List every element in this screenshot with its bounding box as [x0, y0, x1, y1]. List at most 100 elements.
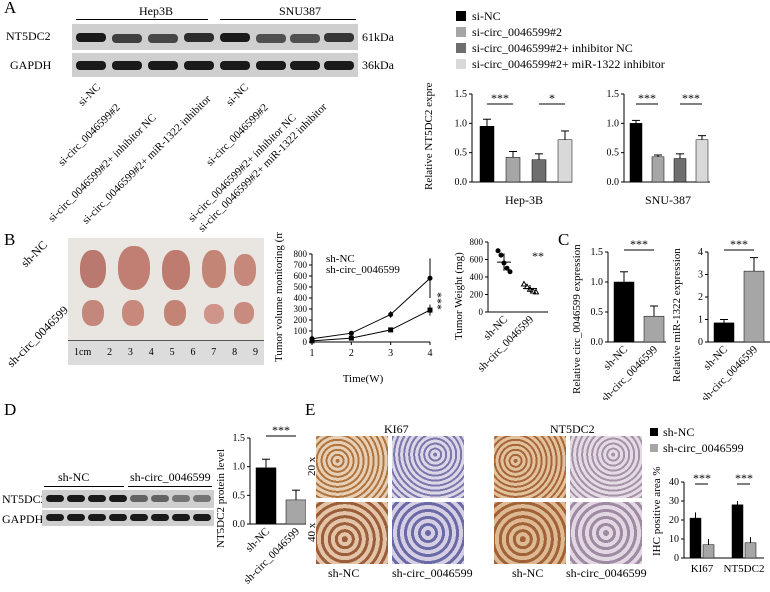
sig-label: ** — [532, 249, 544, 263]
y-tick-label: 800 — [294, 249, 308, 259]
data-point — [495, 248, 501, 254]
ihc-group-label: sh-circ_0046599 — [566, 566, 647, 580]
bar — [629, 123, 643, 183]
ylabel-weight: Tumor Weight (mg) — [453, 252, 465, 340]
x-tick-label: 2 — [349, 348, 354, 359]
lane-label: si-NC — [76, 81, 104, 109]
y-tick-label: 1.5 — [607, 89, 620, 100]
ruler-tick: 8 — [232, 347, 238, 358]
tumor — [202, 250, 226, 288]
legend-swatch — [456, 59, 466, 69]
y-tick-label: 600 — [294, 271, 308, 281]
sig-label: *** — [693, 471, 711, 485]
group-label-shcirc: sh-circ_0046599 — [130, 470, 211, 484]
y-tick-label: 0.5 — [233, 490, 246, 501]
chart-ihc: IHC positive area % 0 10 20 30 40 *** KI67 *** N… — [651, 467, 765, 576]
tumor — [118, 246, 150, 290]
y-tick-label: 800 — [470, 237, 484, 247]
ihc-ki67-shcirc-40x — [392, 502, 464, 564]
chart-snu387: 0.0 0.5 1.0 1.5 SNU-387 *** *** — [607, 89, 710, 207]
y-tick-label: 0 — [698, 337, 703, 348]
tumor-photo: 1cm 2 3 4 5 6 7 8 9 — [68, 238, 264, 365]
ihc-group-label: sh-NC — [328, 566, 360, 580]
y-tick-label: 100 — [294, 326, 308, 336]
sig-label: *** — [730, 237, 748, 251]
lane-label: si-circ_0046599#2+ miR-1322 inhibitor — [196, 101, 330, 235]
y-tick-label: 0 — [674, 553, 679, 564]
x-tick-label: KI67 — [691, 563, 714, 575]
y-tick-label: 30 — [669, 496, 679, 507]
bar — [702, 544, 715, 559]
data-point — [504, 265, 510, 271]
data-point — [348, 330, 354, 336]
ruler-tick: 7 — [211, 347, 217, 358]
y-tick-label: 0.5 — [607, 148, 620, 159]
bracket-snu387 — [220, 19, 356, 20]
sig-label: *** — [431, 292, 445, 310]
cell-line-snu387: SNU387 — [278, 4, 321, 18]
size-36kda: 36kDa — [362, 58, 394, 72]
blot-label-gapdh: GAPDH — [10, 58, 52, 72]
data-point — [309, 338, 315, 344]
ihc-group-label: sh-NC — [512, 566, 544, 580]
y-tick-label: 1.0 — [455, 118, 468, 129]
chart-a: Relative NT5DC2 expression 0.0 0.5 1.0 1.5 H… — [423, 82, 710, 207]
tumor — [234, 254, 256, 286]
data-point — [520, 280, 528, 287]
y-tick-label: 200 — [470, 290, 484, 300]
chart-mir: Relative miR-1322 expression 01234sh-NCs… — [671, 237, 770, 400]
bar — [643, 315, 665, 343]
y-tick-label: 3 — [698, 270, 703, 281]
y-tick-label: 0.5 — [591, 307, 604, 318]
ylabel-a: Relative NT5DC2 expression — [423, 82, 435, 190]
y-tick-label: 700 — [294, 260, 308, 270]
legend-a: si-NC si-circ_0046599#2 si-circ_0046599#… — [456, 8, 665, 72]
bracket-hep3b — [76, 19, 208, 20]
y-tick-label: 0 — [303, 337, 308, 347]
bar — [731, 504, 744, 559]
ihc-ki67-shcirc-20x — [392, 436, 464, 498]
panel-label-b: B — [4, 230, 16, 249]
chart-title: SNU-387 — [645, 193, 691, 207]
y-tick-label: 1.0 — [591, 277, 604, 288]
ylabel-volume: Tumor volume monitoring (mm 3 — [273, 232, 285, 362]
ylabel-mir: Relative miR-1322 expression — [671, 248, 683, 382]
ylabel-circ: Relative circ_0046599 expression — [571, 244, 583, 394]
legend-label: si-NC — [472, 8, 501, 23]
bar — [743, 270, 765, 343]
sig-label: *** — [682, 91, 700, 105]
x-tick-label: NT5DC2 — [724, 563, 765, 575]
y-tick-label: 0.0 — [233, 519, 246, 530]
ruler: 1cm 2 3 4 5 6 7 8 9 — [68, 340, 264, 365]
bar — [744, 542, 757, 559]
tumor — [164, 300, 186, 326]
bar — [689, 517, 702, 559]
data-point — [498, 252, 504, 258]
bar — [695, 139, 709, 183]
data-point — [529, 287, 537, 294]
group-label-shnc: sh-NC — [58, 470, 90, 484]
xlabel-volume: Time(W) — [343, 373, 384, 385]
ruler-tick: 6 — [190, 347, 196, 358]
lane-label: si-circ_0046599#2 — [204, 101, 271, 169]
data-point — [427, 307, 433, 313]
y-tick-label: 0 — [479, 307, 484, 317]
blot-label-nt5dc2-d: NT5DC2 — [2, 492, 47, 506]
y-tick-label: 0.0 — [607, 177, 620, 188]
y-tick-label: 1.0 — [233, 462, 246, 473]
lane-label: si-NC — [224, 81, 252, 109]
sig-label: *** — [735, 471, 753, 485]
y-tick-label: 500 — [294, 282, 308, 292]
x-tick-label: 4 — [428, 348, 433, 359]
sig-label: *** — [630, 237, 648, 251]
y-tick-label: 400 — [470, 272, 484, 282]
series-line — [311, 309, 431, 342]
tumor — [80, 250, 106, 288]
panel-label-c: C — [558, 230, 570, 249]
y-tick-label: 10 — [669, 534, 679, 545]
row-label-shnc: sh-NC — [18, 237, 51, 270]
ihc-nt5dc2-shnc-40x — [494, 502, 566, 564]
ylabel-ihc: IHC positive area % — [651, 467, 663, 557]
blot-label-nt5dc2: NT5DC2 — [6, 29, 51, 43]
bar — [285, 499, 306, 525]
